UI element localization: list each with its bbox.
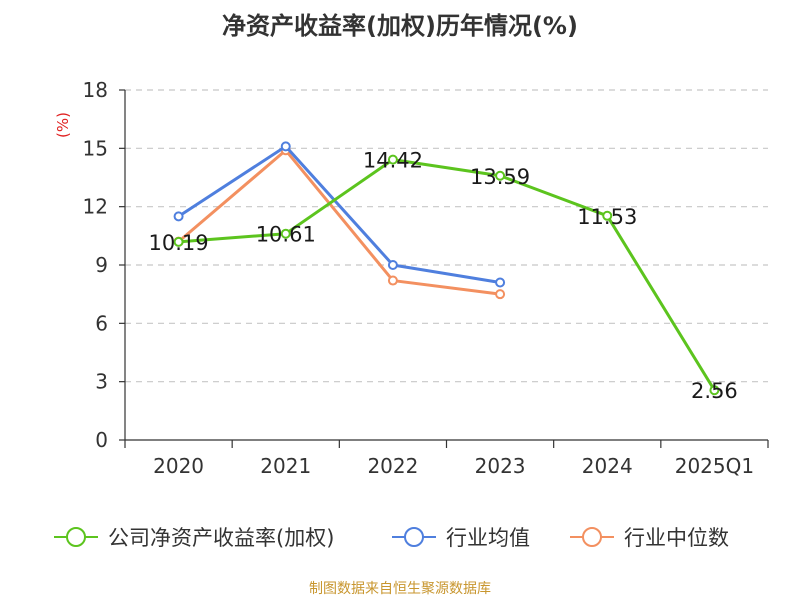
data-label-2021: 10.61 [256,223,316,247]
legend-label-industry-mean: 行业均值 [446,526,530,550]
axis-layer: 0 3 6 9 12 15 18 (%) 2020 2021 2022 2023 2024 2025Q1 [54,78,769,478]
y-tick-label-3: 3 [95,370,108,394]
data-label-2020: 10.19 [149,231,209,255]
series-0-point-2022 [387,154,398,165]
data-label-2025Q1: 2.56 [691,379,738,403]
y-tick-label-6: 6 [95,311,108,335]
series-line-0 [178,158,716,392]
y-tick-label-18: 18 [83,78,108,102]
x-tick-label-2024: 2024 [582,454,633,478]
y-tick-label-9: 9 [95,253,108,277]
legend: 公司净资产收益率(加权) 行业均值 行业中位数 [0,522,800,552]
legend-item-company-roe[interactable]: 公司净资产收益率(加权) [52,522,334,552]
legend-marker-industry-mean [392,527,436,547]
series-0-point-2024 [602,210,613,221]
legend-marker-industry-median [570,527,614,547]
legend-item-industry-mean[interactable]: 行业均值 [390,522,530,552]
y-tick-label-0: 0 [95,428,108,452]
series-0-point-2025Q1 [709,385,720,396]
grid-layer [125,89,768,383]
data-label-2024: 11.53 [577,205,637,229]
series-1-point-2020 [173,211,184,222]
x-tick-label-2025Q1: 2025Q1 [675,454,754,478]
data-label-2023: 13.59 [470,165,530,189]
series-line-2 [177,148,501,296]
series-0-point-2021 [280,228,291,239]
x-tick-label-2022: 2022 [367,454,418,478]
x-tick-label-2020: 2020 [153,454,204,478]
y-axis-label: (%) [54,112,72,138]
series-1-point-2022 [387,260,398,270]
y-tick-label-15: 15 [83,136,108,160]
x-tick-label-2023: 2023 [475,454,526,478]
series-0-point-2023 [495,170,506,181]
legend-item-industry-median[interactable]: 行业中位数 [568,522,729,552]
source-note: 制图数据来自恒生聚源数据库 [309,581,491,597]
data-label-2022: 14.42 [363,149,423,173]
series-2-point-2022 [387,275,398,286]
legend-label-company-roe: 公司净资产收益率(加权) [108,526,335,550]
series-layer [173,141,720,396]
series-0-point-2020 [173,236,184,247]
legend-marker-company-roe [54,527,98,547]
series-2-point-2023 [495,289,506,300]
x-tick-label-2021: 2021 [260,454,311,478]
data-label-layer: 10.19 10.61 14.42 13.59 11.53 2.56 [149,149,738,404]
y-tick-label-12: 12 [83,195,108,219]
series-1-point-2023 [495,277,506,288]
series-1-point-2021 [280,141,291,152]
legend-label-industry-median: 行业中位数 [624,526,729,550]
series-line-1 [177,144,501,284]
chart-title: 净资产收益率(加权)历年情况(%) [222,12,578,40]
